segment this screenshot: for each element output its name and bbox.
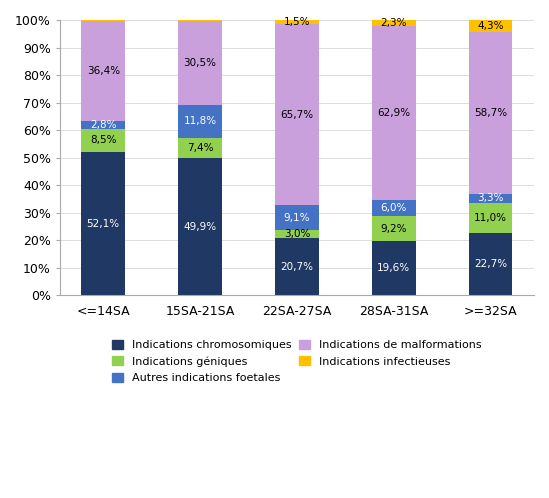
Text: 65,7%: 65,7% [281, 110, 313, 120]
Bar [275, 239, 319, 295]
Text: 11,8%: 11,8% [183, 117, 217, 126]
Bar [275, 20, 319, 24]
Text: 49,9%: 49,9% [183, 222, 217, 232]
Text: 1,5%: 1,5% [284, 17, 310, 27]
Bar [469, 233, 512, 295]
Text: 20,7%: 20,7% [281, 262, 313, 272]
Bar [372, 242, 416, 295]
Text: 8,5%: 8,5% [90, 135, 116, 145]
Text: 2,8%: 2,8% [90, 120, 116, 129]
Text: 58,7%: 58,7% [474, 108, 507, 118]
Bar [178, 20, 222, 21]
Text: 3,3%: 3,3% [478, 193, 504, 203]
Text: 30,5%: 30,5% [183, 58, 217, 68]
Bar [275, 205, 319, 230]
Text: 22,7%: 22,7% [474, 259, 507, 269]
Bar [178, 105, 222, 137]
Text: 4,3%: 4,3% [478, 21, 504, 31]
Text: 36,4%: 36,4% [87, 66, 120, 76]
Bar [469, 20, 512, 32]
Bar [372, 20, 416, 26]
Bar [372, 216, 416, 242]
Bar [81, 121, 125, 128]
Text: 2,3%: 2,3% [380, 18, 407, 28]
Legend: Indications chromosomiques, Indications géniques, Autres indications foetales, I: Indications chromosomiques, Indications … [112, 340, 482, 383]
Bar [469, 32, 512, 194]
Bar [469, 203, 512, 233]
Text: 9,2%: 9,2% [380, 224, 407, 234]
Bar [81, 128, 125, 152]
Bar [469, 194, 512, 203]
Bar [178, 158, 222, 295]
Bar [81, 152, 125, 295]
Text: 3,0%: 3,0% [284, 230, 310, 240]
Bar [275, 230, 319, 239]
Text: 9,1%: 9,1% [284, 213, 310, 223]
Text: 11,0%: 11,0% [474, 213, 507, 223]
Bar [372, 200, 416, 216]
Text: 19,6%: 19,6% [377, 263, 410, 273]
Bar [81, 20, 125, 121]
Bar [372, 26, 416, 200]
Text: 6,0%: 6,0% [380, 203, 407, 213]
Text: 7,4%: 7,4% [187, 143, 214, 153]
Text: 52,1%: 52,1% [87, 219, 120, 229]
Bar [275, 24, 319, 205]
Text: 62,9%: 62,9% [377, 108, 410, 118]
Bar [178, 137, 222, 158]
Bar [178, 21, 222, 105]
